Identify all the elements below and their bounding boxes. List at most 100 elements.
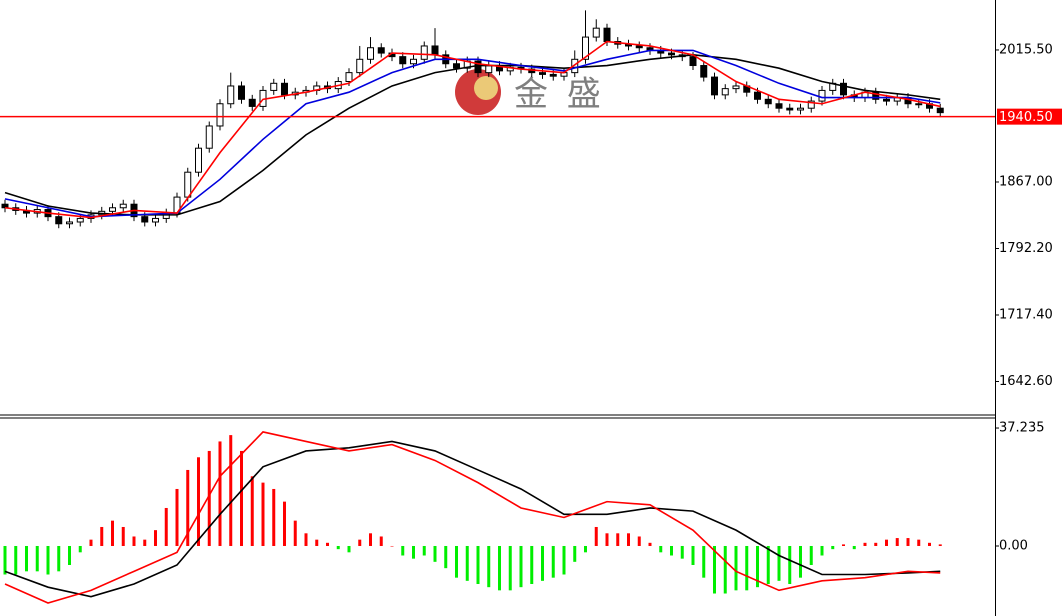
candle-body [377,47,385,54]
candle-body [775,103,783,109]
candle-body [711,76,718,96]
histogram-bar [111,520,114,546]
histogram-bar [100,526,104,546]
candle-body [399,56,407,65]
histogram-bar [530,545,534,585]
histogram-bar [508,545,512,591]
candle-body [883,98,890,102]
candle-body [109,207,116,212]
histogram-bar [121,526,125,546]
y-tick-label: 2015.50 [999,42,1053,57]
candle-body [485,65,493,74]
candle-body [603,27,611,43]
candle-body [582,36,589,60]
histogram-bar [938,544,942,546]
histogram-bar [562,545,566,575]
histogram-bar [455,545,458,578]
histogram-bar [197,457,200,546]
histogram-bar [250,476,254,546]
histogram-bar [487,545,491,588]
candle-body [367,47,374,60]
histogram-bar [541,545,544,581]
candle-body [786,107,794,111]
candle-body [571,58,579,74]
histogram-bar [68,545,71,565]
histogram-bar [164,507,168,546]
candle-body [915,103,923,106]
histogram-bar [659,545,663,553]
histogram-bar [551,545,555,578]
candle-body [281,82,288,96]
current-price-label: 1940.50 [999,110,1053,125]
histogram-bar [358,539,362,546]
line-series [4,40,941,219]
y-tick-label: 1642.60 [999,374,1053,389]
y-tick-label: 37.235 [999,421,1045,436]
candle-body [205,125,213,149]
candle-body [754,91,761,100]
candle-body [55,216,63,225]
histogram-bar [401,545,405,556]
histogram-bar [46,545,50,575]
y-tick-label: 1717.40 [999,307,1053,322]
histogram-bar [229,435,233,546]
watermark: 金 盛 [514,75,605,115]
histogram-bar [734,545,738,591]
histogram-bar [895,538,899,546]
candle-body [66,221,73,225]
histogram-bar [616,533,620,546]
candle-body [238,85,245,100]
histogram-bar [799,545,802,578]
histogram-bar [605,533,609,546]
histogram-bar [369,533,372,546]
histogram-bar [476,545,480,585]
watermark-logo [455,69,501,115]
histogram-bar [809,545,813,565]
candle-body [76,217,84,223]
line-series [4,49,941,218]
histogram-bar [906,538,910,546]
histogram-bar [89,539,93,546]
histogram-bar [240,450,243,546]
histogram-bar [78,545,82,553]
histogram-bar [433,545,437,562]
candle-body [270,82,278,91]
candle-body [592,27,600,38]
candle-body [152,217,159,223]
candle-body [474,60,482,74]
histogram-bar [670,545,673,556]
histogram-bar [390,545,394,547]
candle-body [184,171,192,198]
line-series [4,431,941,604]
histogram-bar [218,441,222,546]
histogram-bar [723,545,727,594]
histogram-bar [584,545,587,553]
histogram-bar [573,545,577,562]
histogram-bar [648,542,652,546]
histogram-bar [863,542,867,546]
candle-body [420,45,428,60]
candle-body [807,100,815,109]
y-tick-label: 0.00 [999,538,1028,553]
histogram-bar [412,545,415,559]
candle-body [356,58,364,74]
candle-body [840,82,847,96]
histogram-bar [713,545,716,594]
candle-body [216,103,224,127]
candle-body [721,88,729,96]
candle-body [410,58,417,65]
histogram-bar [154,530,157,546]
line-series [4,54,941,216]
candle-body [635,45,643,49]
histogram-bar [820,545,824,556]
histogram-bar [326,542,329,546]
candle-body [797,107,804,111]
candle-body [689,56,697,67]
candle-body [431,45,439,56]
histogram-bar [14,545,18,575]
histogram-bar [702,545,706,578]
histogram-bar [315,539,319,546]
histogram-bar [3,545,7,575]
